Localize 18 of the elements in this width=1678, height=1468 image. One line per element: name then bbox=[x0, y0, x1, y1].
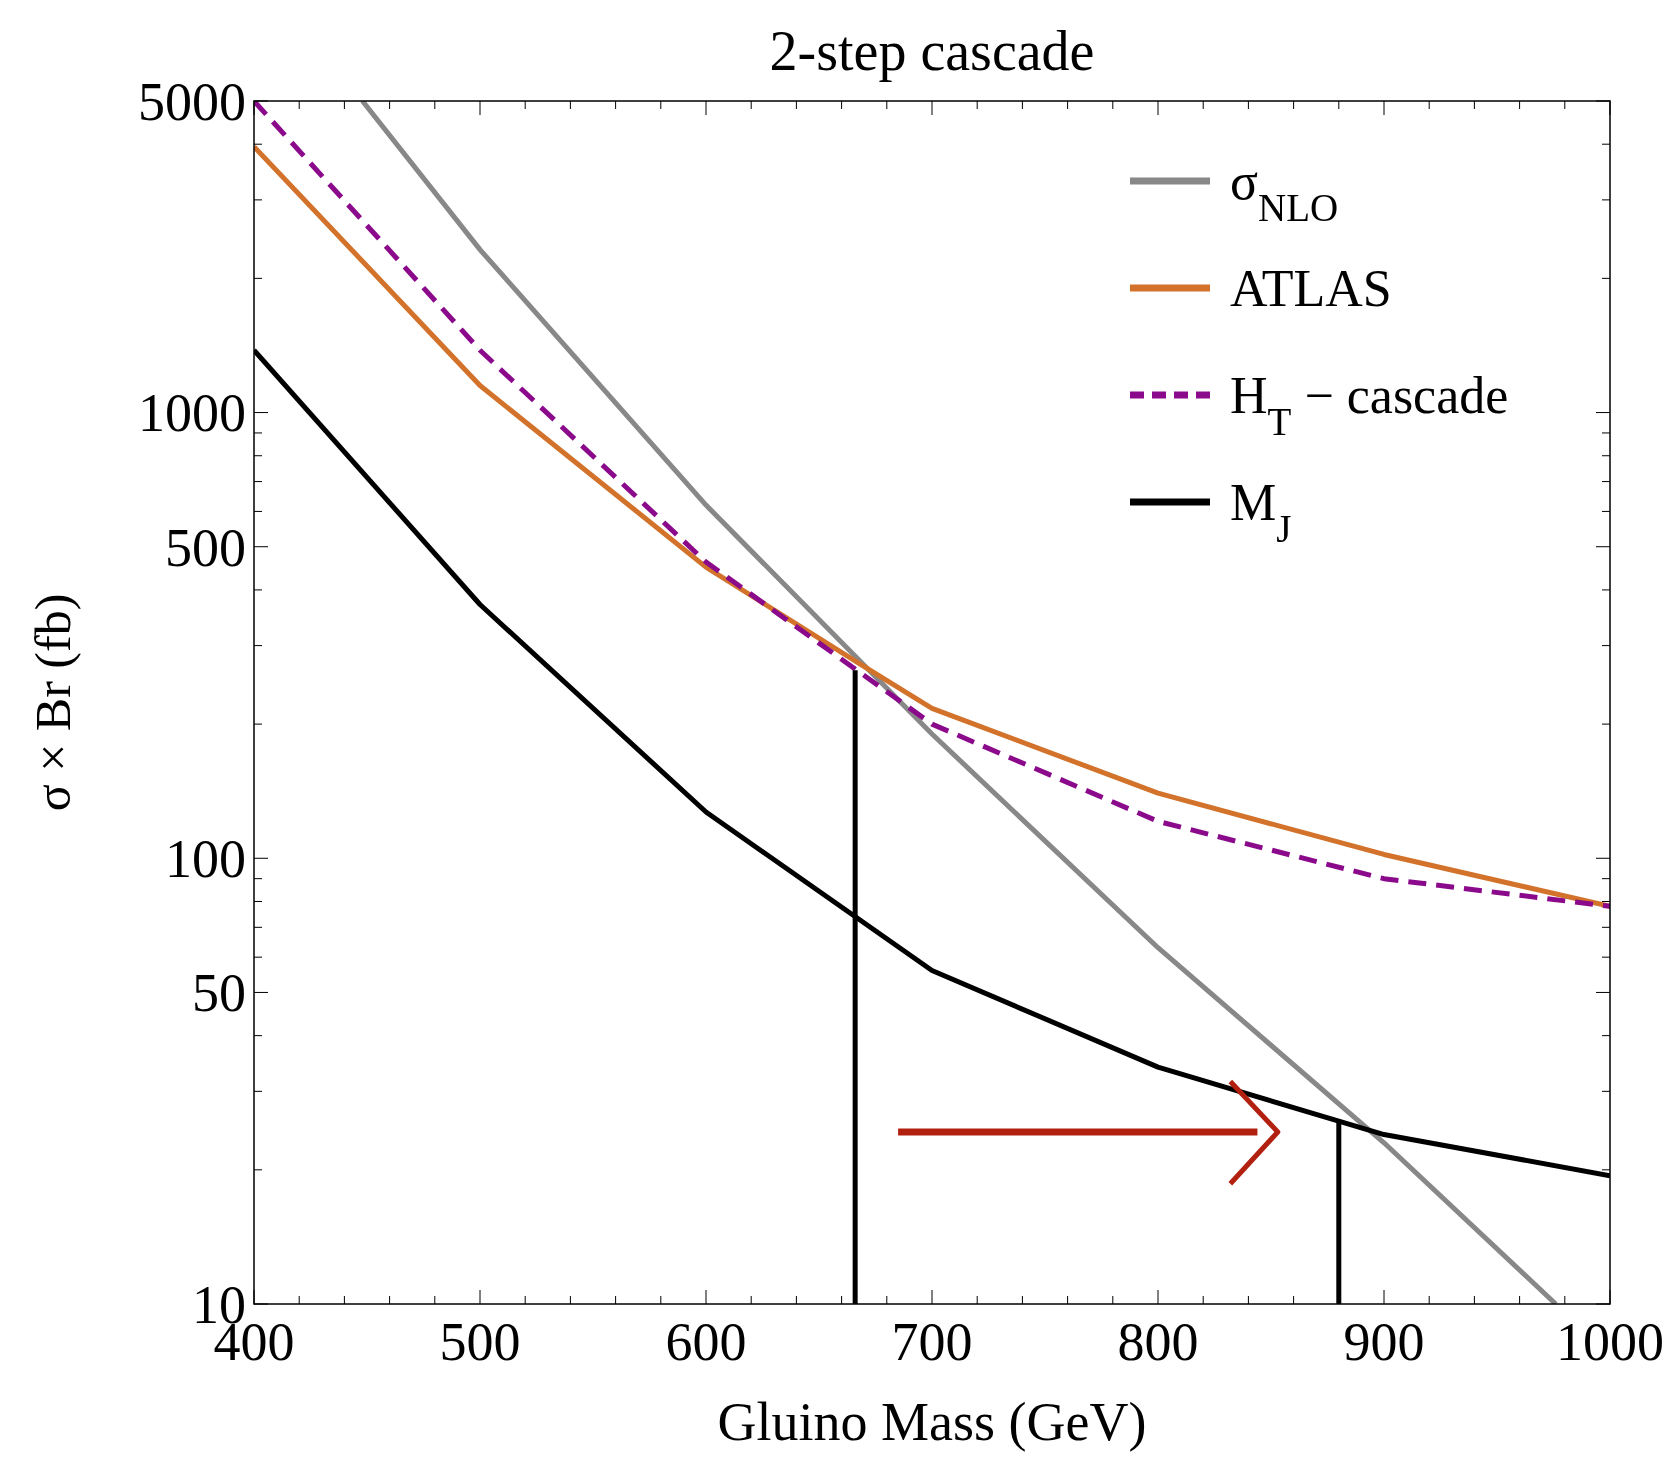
x-tick-label: 600 bbox=[665, 1312, 747, 1372]
x-tick-label: 800 bbox=[1117, 1312, 1199, 1372]
x-axis-title: Gluino Mass (GeV) bbox=[717, 1392, 1147, 1452]
legend-label: ATLAS bbox=[1230, 260, 1392, 318]
y-tick-label: 5000 bbox=[138, 71, 246, 132]
y-axis-title: σ × Br (fb) bbox=[25, 593, 81, 812]
legend-label: M$_{J}$ bbox=[1230, 474, 1292, 550]
x-tick-label: 700 bbox=[891, 1312, 973, 1372]
chart-title: 2-step cascade bbox=[769, 20, 1095, 82]
y-tick-label: 50 bbox=[192, 963, 246, 1024]
legend-label: H$_{T}$ − cascade bbox=[1230, 367, 1509, 443]
x-tick-label: 500 bbox=[439, 1312, 521, 1372]
y-tick-label: 1000 bbox=[138, 383, 246, 444]
legend-label: σ$_{NLO}$ bbox=[1230, 153, 1339, 229]
x-tick-label: 1000 bbox=[1556, 1312, 1664, 1372]
y-tick-label: 100 bbox=[165, 829, 246, 890]
y-tick-label: 500 bbox=[165, 517, 246, 578]
x-tick-label: 900 bbox=[1343, 1312, 1425, 1372]
